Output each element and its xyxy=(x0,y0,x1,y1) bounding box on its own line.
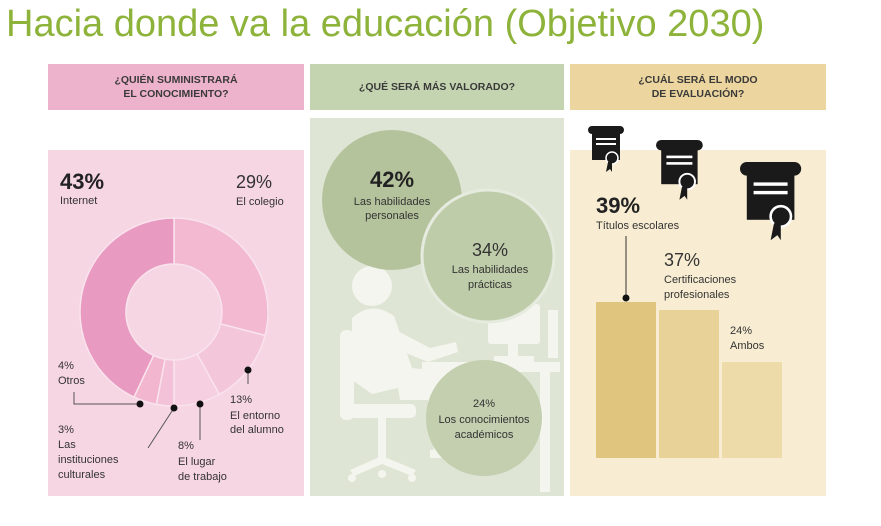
pie-label-colegio: El colegio xyxy=(236,196,284,208)
page-title: Hacia donde va la educación (Objetivo 20… xyxy=(6,3,765,45)
bubble-pct-practicas: 34% xyxy=(471,240,509,260)
pie-label-entorno: del alumno xyxy=(230,424,284,436)
pie-label-otros: Otros xyxy=(58,375,85,387)
header-line: EL CONOCIMIENTO? xyxy=(123,88,229,100)
bar-pct-ambos: 24% xyxy=(730,325,753,337)
header-knowledge-source: ¿QUIÉN SUMINISTRARÁ EL CONOCIMIENTO? xyxy=(48,64,304,110)
bubble-label-personales: personales xyxy=(365,210,419,222)
pie-slice-internet xyxy=(79,217,175,399)
pie-pct-internet: 43% xyxy=(60,169,105,194)
bar-label-certificaciones: profesionales xyxy=(664,289,730,301)
pie-pct-entorno: 13% xyxy=(230,394,253,406)
header-evaluation-mode: ¿CUÁL SERÁ EL MODO DE EVALUACIÓN? xyxy=(570,64,826,110)
bar-label-certificaciones: Certificaciones xyxy=(664,274,737,286)
bubble-label-academicos: Los conocimientos xyxy=(438,414,530,426)
pie-label-trabajo: de trabajo xyxy=(178,471,227,483)
bubble-label-practicas: prácticas xyxy=(467,279,513,291)
bar-titulos xyxy=(596,302,656,458)
leader-instituciones xyxy=(147,407,175,449)
bubble-label-academicos: académicos xyxy=(454,429,514,441)
diploma-icon xyxy=(588,126,624,172)
bubble-practicas xyxy=(420,188,556,324)
pie-pct-trabajo: 8% xyxy=(178,440,194,452)
pie-label-trabajo: El lugar xyxy=(178,456,216,468)
header-line: ¿QUÉ SERÁ MÁS VALORADO? xyxy=(358,81,516,93)
pie-pct-otros: 4% xyxy=(58,360,74,372)
pie-label-instituciones: Las xyxy=(58,439,76,451)
leader-otros xyxy=(73,392,140,405)
leader-dot xyxy=(136,400,144,408)
pie-label-instituciones: culturales xyxy=(58,469,106,481)
header-line: ¿QUIÉN SUMINISTRARÁ xyxy=(114,74,238,86)
bubble-label-personales: Las habilidades xyxy=(353,196,431,208)
bar-certificaciones xyxy=(659,310,719,458)
header-most-valued: ¿QUÉ SERÁ MÁS VALORADO? xyxy=(310,64,564,110)
bar-pct-titulos: 39% xyxy=(596,193,641,218)
pie-label-entorno: El entorno xyxy=(230,410,281,422)
leader-dot xyxy=(244,366,252,374)
diploma-icon xyxy=(740,162,802,241)
diploma-icon xyxy=(656,140,703,200)
header-line: DE EVALUACIÓN? xyxy=(651,88,745,100)
bubble-label-practicas: Las habilidades xyxy=(451,264,529,276)
bubble-pct-academicos: 24% xyxy=(472,398,496,410)
bar-label-ambos: Ambos xyxy=(730,340,765,352)
bubble-academicos xyxy=(426,360,542,476)
pie-label-instituciones: instituciones xyxy=(58,454,119,466)
pie-pct-instituciones: 3% xyxy=(58,424,74,436)
bar-ambos xyxy=(722,362,782,458)
pie-slice-colegio xyxy=(173,217,269,337)
pie-label-internet: Internet xyxy=(60,195,98,207)
pie-pct-colegio: 29% xyxy=(236,172,273,192)
bar-label-titulos: Títulos escolares xyxy=(596,220,680,232)
leader-dot xyxy=(170,404,178,412)
header-line: ¿CUÁL SERÁ EL MODO xyxy=(638,74,758,86)
bubble-pct-personales: 42% xyxy=(369,167,415,192)
bar-pct-certificaciones: 37% xyxy=(664,250,701,270)
leader-dot xyxy=(196,400,204,408)
